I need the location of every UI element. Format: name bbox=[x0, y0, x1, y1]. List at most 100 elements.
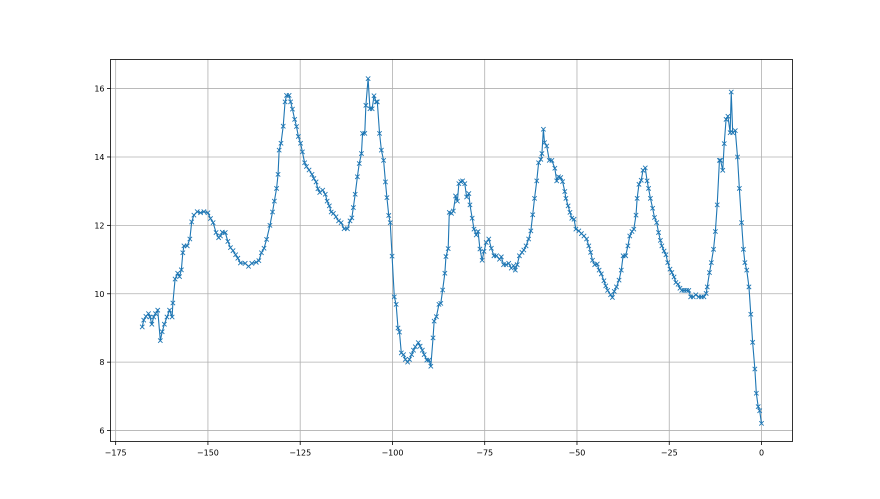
data-point-marker bbox=[205, 210, 211, 216]
data-point-marker bbox=[352, 191, 358, 197]
data-point-marker bbox=[324, 198, 330, 204]
data-point-marker bbox=[256, 258, 262, 264]
data-point-marker bbox=[180, 250, 186, 256]
data-point-marker bbox=[740, 246, 746, 252]
data-point-marker bbox=[382, 179, 388, 185]
data-point-marker bbox=[401, 352, 407, 358]
data-point-marker bbox=[313, 179, 319, 185]
data-point-marker bbox=[431, 318, 437, 324]
data-point-marker bbox=[360, 130, 366, 136]
data-point-marker bbox=[671, 274, 677, 280]
y-tick-label: 8 bbox=[99, 358, 104, 367]
data-point-marker bbox=[356, 160, 362, 166]
data-point-marker bbox=[736, 185, 742, 191]
data-point-marker bbox=[349, 215, 355, 221]
data-point-marker bbox=[739, 220, 745, 226]
data-point-marker bbox=[378, 147, 384, 153]
data-point-marker bbox=[567, 209, 573, 215]
data-point-marker bbox=[753, 390, 759, 396]
data-point-marker bbox=[466, 191, 472, 197]
data-point-marker bbox=[391, 294, 397, 300]
data-point-marker bbox=[636, 181, 642, 187]
data-point-marker bbox=[169, 314, 175, 320]
data-point-marker bbox=[253, 259, 259, 265]
data-point-marker bbox=[151, 314, 157, 320]
data-point-marker bbox=[512, 267, 518, 273]
data-point-marker bbox=[442, 270, 448, 276]
data-point-marker bbox=[347, 218, 353, 224]
data-point-marker bbox=[475, 229, 481, 235]
data-point-marker bbox=[503, 262, 509, 268]
data-point-marker bbox=[613, 284, 619, 290]
data-point-marker bbox=[657, 237, 663, 243]
data-point-marker bbox=[757, 408, 763, 414]
x-tick-label: −100 bbox=[381, 449, 403, 458]
data-point-marker bbox=[571, 216, 577, 222]
data-point-marker bbox=[704, 284, 710, 290]
data-point-marker bbox=[720, 167, 726, 173]
data-point-marker bbox=[409, 352, 415, 358]
x-tick-label: −125 bbox=[289, 449, 311, 458]
data-point-marker bbox=[609, 295, 615, 301]
data-point-marker bbox=[706, 270, 712, 276]
data-point-marker bbox=[367, 106, 373, 112]
x-tick-label: −150 bbox=[197, 449, 219, 458]
data-point-marker bbox=[693, 292, 699, 298]
data-point-marker bbox=[744, 267, 750, 273]
data-point-marker bbox=[207, 216, 214, 222]
data-point-marker bbox=[498, 254, 504, 260]
data-point-marker bbox=[170, 300, 176, 306]
data-point-marker bbox=[755, 404, 761, 410]
data-point-marker bbox=[149, 321, 155, 327]
data-point-marker bbox=[433, 314, 439, 320]
data-point-marker bbox=[536, 160, 542, 166]
data-point-marker bbox=[396, 329, 402, 335]
data-point-marker bbox=[350, 205, 356, 211]
data-point-marker bbox=[539, 151, 545, 157]
y-tick-label: 12 bbox=[94, 221, 104, 230]
data-point-marker bbox=[552, 165, 558, 171]
data-point-marker bbox=[467, 202, 473, 208]
data-point-marker bbox=[369, 106, 375, 112]
data-point-marker bbox=[333, 214, 339, 220]
data-point-marker bbox=[153, 311, 159, 317]
data-point-marker bbox=[210, 220, 216, 226]
x-tick-label: −50 bbox=[569, 449, 586, 458]
data-point-marker bbox=[362, 130, 368, 136]
data-point-marker bbox=[426, 357, 432, 363]
data-point-marker bbox=[406, 356, 412, 362]
data-point-marker bbox=[684, 287, 690, 293]
data-point-marker bbox=[336, 218, 342, 224]
data-point-marker bbox=[139, 324, 145, 330]
data-point-marker bbox=[642, 165, 648, 171]
data-point-marker bbox=[303, 164, 309, 170]
data-point-marker bbox=[634, 195, 640, 201]
data-point-marker bbox=[161, 321, 167, 327]
data-point-marker bbox=[387, 220, 393, 226]
data-point-marker bbox=[732, 128, 738, 134]
data-point-marker bbox=[646, 185, 652, 191]
data-point-marker bbox=[598, 271, 604, 277]
data-point-marker bbox=[562, 188, 568, 195]
data-point-marker bbox=[320, 187, 326, 193]
axis-ticks: −175 −150 −125 −100 −75 −50 −25 0 6 8 10 12 14 16 bbox=[94, 85, 764, 458]
data-point-marker bbox=[510, 263, 517, 269]
data-point-marker bbox=[276, 147, 282, 153]
data-point-marker bbox=[261, 245, 267, 251]
data-point-marker bbox=[675, 281, 681, 287]
data-point-marker bbox=[443, 253, 449, 260]
data-point-marker bbox=[605, 287, 611, 293]
data-point-marker bbox=[230, 248, 236, 254]
data-point-marker bbox=[147, 314, 153, 320]
data-point-marker bbox=[225, 238, 231, 244]
data-point-marker bbox=[415, 340, 421, 346]
data-point-marker bbox=[445, 246, 451, 252]
data-point-marker bbox=[679, 287, 685, 293]
data-point-marker bbox=[237, 260, 243, 266]
data-point-marker bbox=[258, 250, 264, 256]
data-point-marker bbox=[365, 76, 371, 82]
data-point-marker bbox=[644, 178, 650, 184]
data-point-marker bbox=[395, 325, 401, 331]
data-point-marker bbox=[293, 124, 300, 130]
data-point-marker bbox=[282, 99, 288, 105]
